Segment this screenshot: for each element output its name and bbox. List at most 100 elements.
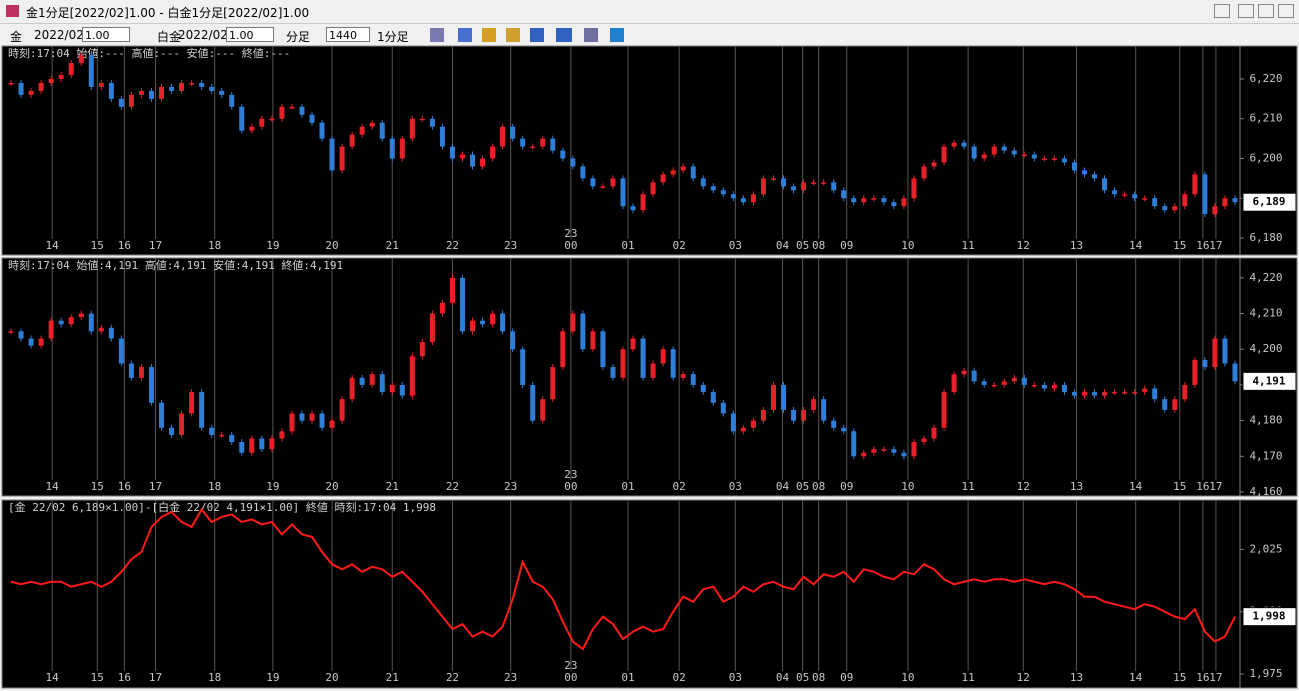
x-tick-label: 20 [325, 239, 338, 252]
x-tick-label: 04 [776, 239, 790, 252]
x-tick-label: 13 [1070, 480, 1083, 493]
y-tick-label: 4,210 [1249, 307, 1282, 320]
x-tick-label: 23 [504, 671, 517, 684]
y-tick-label: 4,170 [1249, 449, 1282, 462]
symbol1: 金 [10, 30, 23, 44]
x-tick-label: 05 [796, 671, 809, 684]
x-tick-label: 21 [386, 239, 399, 252]
maximize-button[interactable] [1258, 4, 1274, 18]
window-button[interactable] [1214, 4, 1230, 18]
x-tick-label: 15 [1173, 239, 1186, 252]
x-tick-label: 09 [840, 239, 853, 252]
chart-area: 14 15 16 17 18 19 20 21 22 23 00 01 02 03 04 05 08 09 10 11… [1, 45, 1298, 689]
annotation: 23 [564, 468, 577, 481]
x-tick-label: 14 [1129, 480, 1143, 493]
x-tick-label: 19 [266, 480, 279, 493]
x-tick-label: 22 [446, 671, 459, 684]
month2: 2022/02 [178, 28, 228, 42]
x-tick-label: 16 [1196, 239, 1209, 252]
x-tick-label: 12 [1017, 671, 1030, 684]
x-tick-label: 02 [673, 671, 686, 684]
mult2-input[interactable]: 1.00 [226, 27, 274, 42]
panel-background [1, 499, 1298, 689]
x-tick-label: 03 [729, 480, 742, 493]
y-tick-label: 2,025 [1249, 542, 1282, 555]
tool-icons[interactable] [430, 28, 630, 42]
x-tick-label: 10 [901, 671, 914, 684]
x-tick-label: 03 [729, 239, 742, 252]
x-tick-label: 22 [446, 480, 459, 493]
x-tick-label: 08 [812, 239, 825, 252]
x-tick-label: 15 [91, 239, 104, 252]
x-tick-label: 14 [46, 671, 60, 684]
current-value-label: 4,191 [1252, 374, 1285, 387]
x-tick-label: 01 [621, 671, 634, 684]
y-tick-label: 4,160 [1249, 485, 1282, 498]
y-tick-label: 1,975 [1249, 667, 1282, 680]
x-tick-label: 11 [961, 671, 974, 684]
x-tick-label: 18 [208, 480, 221, 493]
x-tick-label: 12 [1017, 480, 1030, 493]
x-tick-label: 09 [840, 480, 853, 493]
x-tick-label: 17 [149, 480, 162, 493]
app-icon [6, 5, 19, 17]
x-tick-label: 19 [266, 239, 279, 252]
annotation: 23 [564, 659, 577, 672]
x-tick-label: 17 [149, 239, 162, 252]
x-tick-label: 14 [46, 480, 60, 493]
toolbar: 金 2022/02 1.00 白金 2022/02 1.00 分足 1440 1… [0, 23, 1299, 46]
x-tick-label: 20 [325, 480, 338, 493]
y-tick-label: 4,180 [1249, 414, 1282, 427]
current-value-label: 1,998 [1252, 610, 1285, 623]
x-tick-label: 13 [1070, 671, 1083, 684]
x-tick-label: 12 [1017, 239, 1030, 252]
x-tick-label: 17 [1209, 239, 1222, 252]
y-tick-label: 4,200 [1249, 342, 1282, 355]
x-tick-label: 08 [812, 480, 825, 493]
minimize-button[interactable] [1238, 4, 1254, 18]
x-tick-label: 15 [91, 480, 104, 493]
y-tick-label: 6,200 [1249, 151, 1282, 164]
y-tick-label: 6,220 [1249, 72, 1282, 85]
x-tick-label: 00 [564, 480, 577, 493]
x-tick-label: 02 [673, 480, 686, 493]
current-value-label: 6,189 [1252, 195, 1285, 208]
period-select[interactable]: 1分足 [377, 30, 409, 44]
x-tick-label: 20 [325, 671, 338, 684]
count-input[interactable]: 1440 [326, 27, 370, 42]
x-tick-label: 18 [208, 239, 221, 252]
unit-select[interactable]: 分足 [286, 30, 311, 44]
x-tick-label: 11 [961, 480, 974, 493]
x-tick-label: 13 [1070, 239, 1083, 252]
panel-header: [金 22/02 6,189×1.00]-[白金 22/02 4,191×1.0… [8, 500, 436, 514]
panel-header: 時刻:17:04 始値:--- 高値:--- 安値:--- 終値:--- [8, 46, 290, 60]
annotation: 23 [564, 227, 577, 240]
x-tick-label: 18 [208, 671, 221, 684]
x-tick-label: 23 [504, 480, 517, 493]
x-tick-label: 04 [776, 671, 790, 684]
x-tick-label: 14 [46, 239, 60, 252]
x-tick-label: 15 [1173, 671, 1186, 684]
close-button[interactable] [1278, 4, 1294, 18]
panel-header: 時刻:17:04 始値:4,191 高値:4,191 安値:4,191 終値:4… [8, 258, 343, 272]
x-tick-label: 05 [796, 480, 809, 493]
x-tick-label: 16 [118, 480, 131, 493]
x-tick-label: 21 [386, 480, 399, 493]
mult1-input[interactable]: 1.00 [82, 27, 130, 42]
x-tick-label: 16 [118, 239, 131, 252]
x-tick-label: 17 [1209, 480, 1222, 493]
y-tick-label: 6,180 [1249, 231, 1282, 244]
x-tick-label: 10 [901, 480, 914, 493]
x-tick-label: 21 [386, 671, 399, 684]
x-tick-label: 00 [564, 671, 577, 684]
panel-background [1, 45, 1298, 256]
x-tick-label: 15 [91, 671, 104, 684]
x-tick-label: 17 [149, 671, 162, 684]
y-tick-label: 4,220 [1249, 271, 1282, 284]
x-tick-label: 23 [504, 239, 517, 252]
x-tick-label: 16 [1196, 480, 1209, 493]
x-tick-label: 22 [446, 239, 459, 252]
x-tick-label: 00 [564, 239, 577, 252]
ratio-line [10, 507, 1236, 651]
month1: 2022/02 [34, 28, 84, 42]
